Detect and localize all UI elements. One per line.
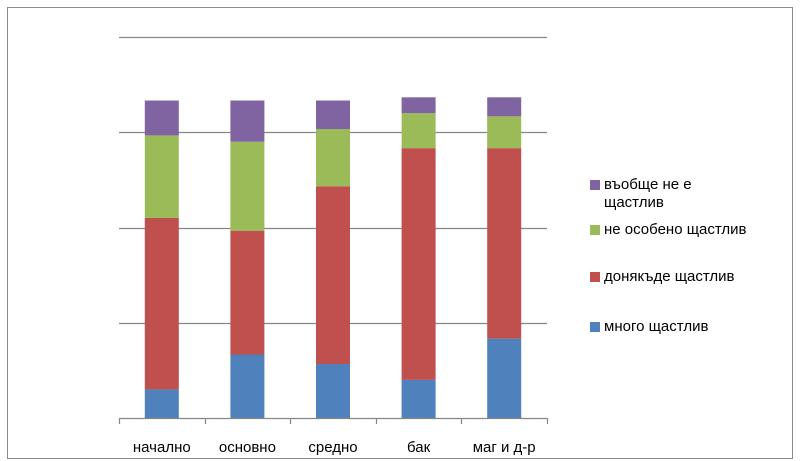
legend-item: много щастлив	[590, 318, 802, 336]
bar-segment-2-5	[487, 148, 522, 339]
bar-segment-1-3	[316, 364, 350, 418]
bar-segment-1-5	[487, 338, 522, 418]
bar-segment-1-1	[144, 389, 179, 418]
x-tick-label: бак	[407, 439, 431, 456]
bar-segment-4-3	[316, 100, 350, 130]
bar-segment-3-1	[144, 135, 179, 218]
legend-swatch	[590, 180, 600, 190]
legend-item: въобще не е щастлив	[590, 176, 754, 212]
legend-label: донякъде щастлив	[604, 268, 735, 285]
bar-segment-1-4	[401, 379, 436, 418]
bar-segment-4-2	[230, 100, 265, 142]
x-tick-label: маг и д-р	[473, 439, 536, 456]
bar-segment-1-2	[230, 354, 265, 418]
bar-segment-2-4	[401, 148, 436, 380]
legend-label: въобще не е щастлив	[604, 176, 692, 211]
bar-segment-2-2	[230, 230, 265, 355]
x-tick-label: начално	[133, 439, 191, 456]
legend-label: не особено щастлив	[604, 221, 747, 238]
legend-swatch	[590, 272, 600, 282]
bar-segment-3-4	[401, 113, 436, 149]
chart-frame	[7, 7, 793, 459]
legend-label: много щастлив	[604, 318, 709, 335]
legend-swatch	[590, 322, 600, 332]
bar-segment-3-2	[230, 141, 265, 231]
bar-segment-4-4	[401, 97, 436, 114]
x-tick-label: средно	[308, 439, 357, 456]
bar-segment-3-3	[316, 129, 350, 187]
bar-segment-4-1	[144, 100, 179, 136]
legend-item: донякъде щастлив	[590, 268, 802, 286]
bar-segment-3-5	[487, 116, 522, 149]
legend-item: не особено щастлив	[590, 221, 802, 239]
bar-segment-2-3	[316, 186, 350, 365]
x-tick-label: основно	[219, 439, 276, 456]
bar-segment-4-5	[487, 97, 522, 117]
legend-swatch	[590, 225, 600, 235]
bar-segment-2-1	[144, 217, 179, 390]
